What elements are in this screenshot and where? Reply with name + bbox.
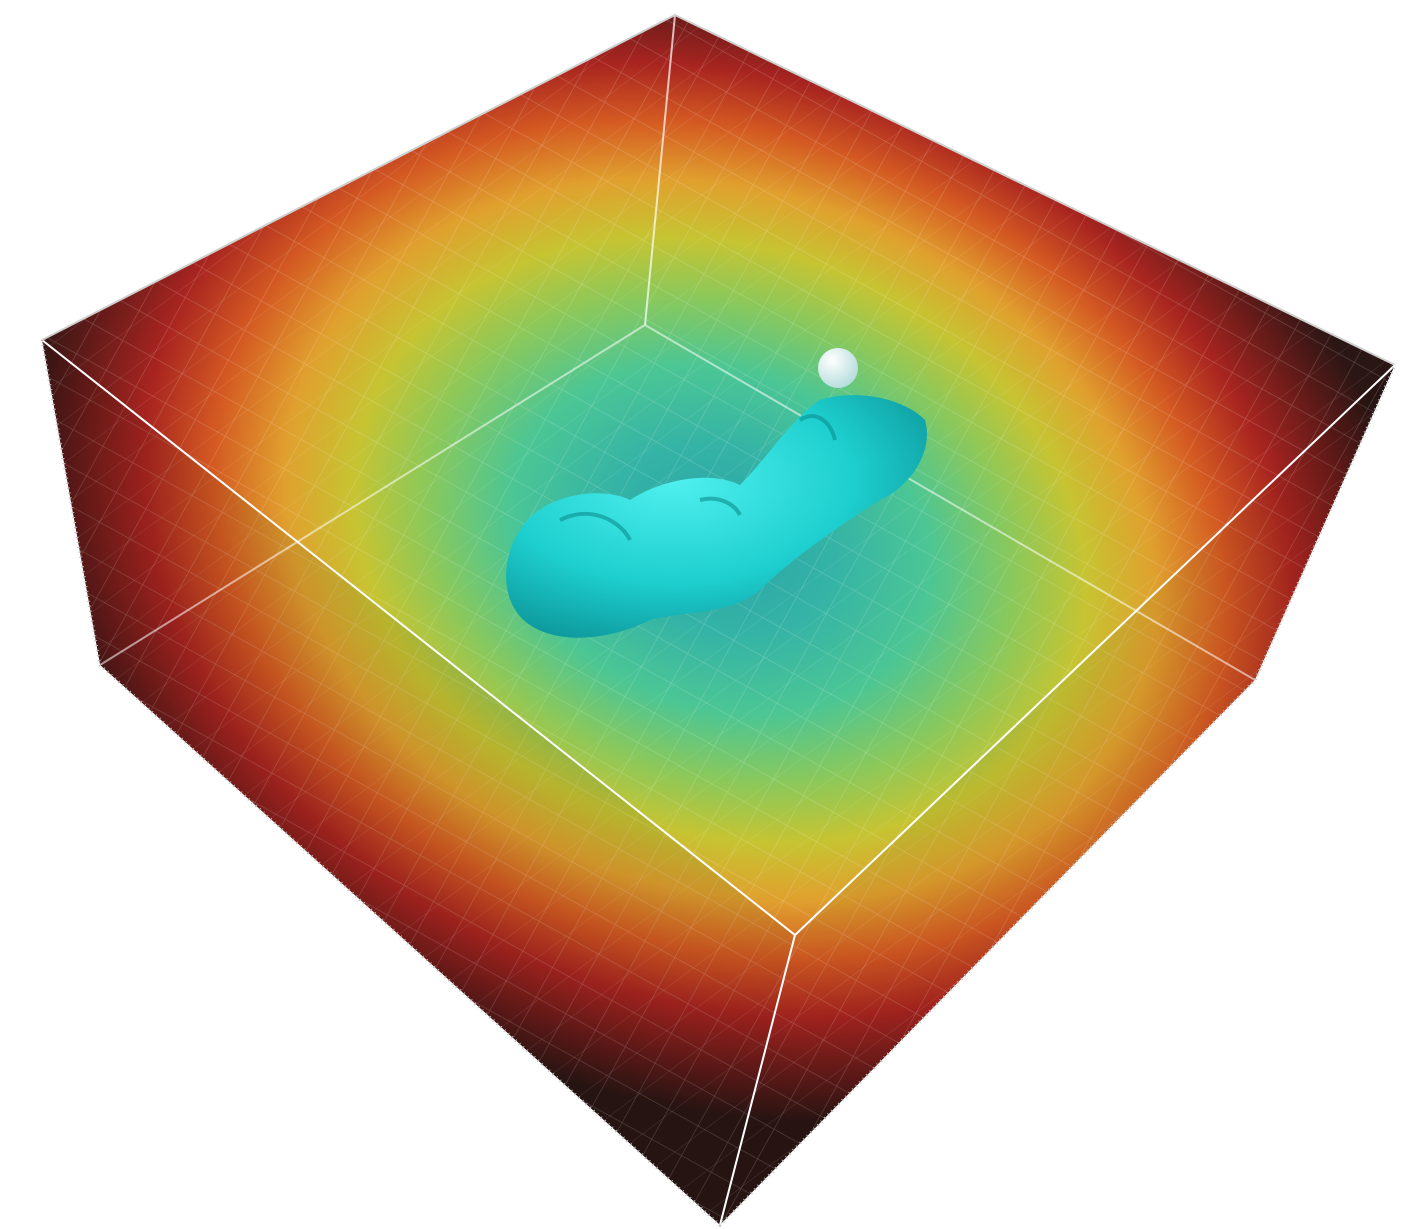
side-face [42,340,795,1225]
edge [40,339,1397,1228]
edge [644,324,1256,681]
blob [506,395,927,638]
box-edges [40,13,1397,1228]
edge [41,13,1396,366]
blob-detail [559,414,837,541]
edge [99,324,646,666]
edge [644,14,676,326]
edge [719,934,796,1226]
side-face [720,365,1395,1225]
isosurface [506,348,927,638]
sphere [818,348,858,388]
